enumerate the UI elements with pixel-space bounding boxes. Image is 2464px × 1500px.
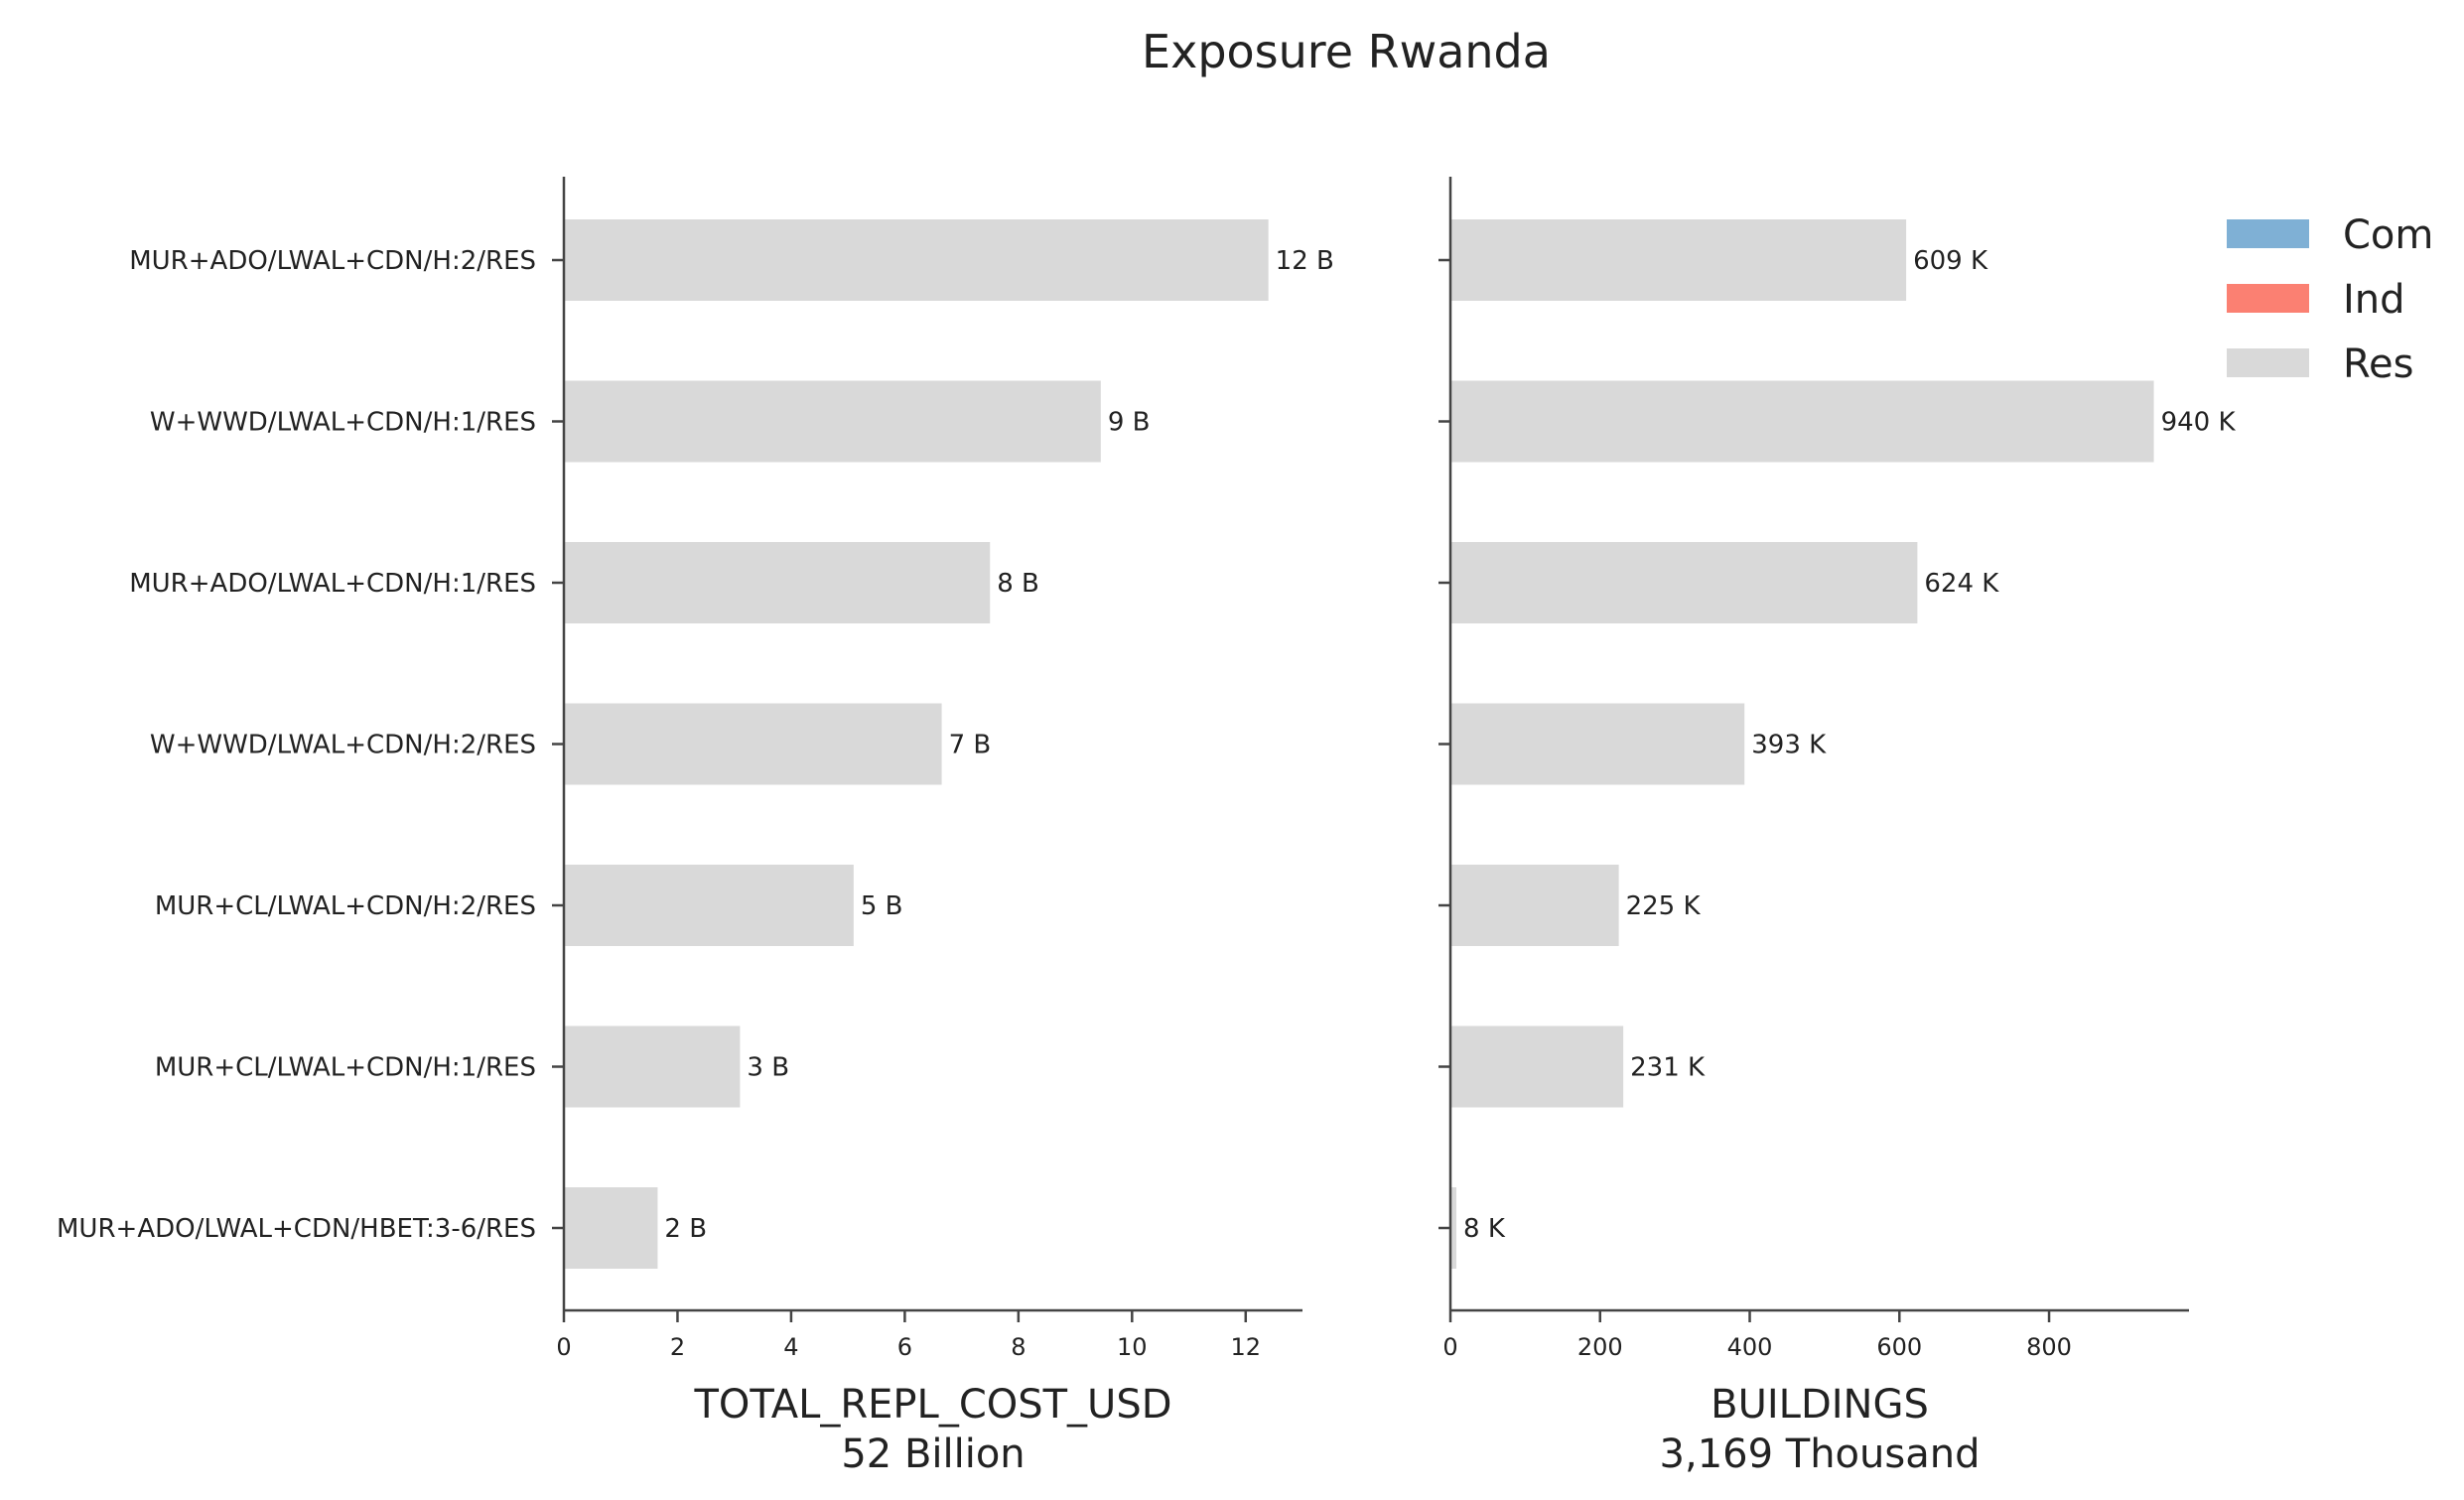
legend-swatch-ind [2227,284,2309,313]
buildings-bar-1 [1450,219,1907,301]
buildings-bar-5 [1450,865,1619,946]
legend-label-res: Res [2343,341,2413,387]
cost-x-axis-title: TOTAL_REPL_COST_USD [693,1382,1171,1428]
buildings-data-label-4: 393 K [1751,731,1827,760]
cost-bar-3 [564,542,991,623]
legend: Com Ind Res [2227,212,2433,387]
buildings-data-label-5: 225 K [1626,891,1702,921]
buildings-x-axis-title: BUILDINGS [1711,1382,1929,1428]
legend-swatch-res [2227,348,2309,377]
cost-x-tick-label-1: 2 [670,1333,685,1361]
cost-x-tick-label-6: 12 [1230,1333,1261,1361]
buildings-data-label-6: 231 K [1630,1053,1706,1083]
category-label-1: MUR+ADO/LWAL+CDN/H:2/RES [129,246,536,276]
legend-label-ind: Ind [2343,277,2405,323]
cost-bar-6 [564,1025,741,1108]
cost-panel: 12 B MUR+ADO/LWAL+CDN/H:2/RES 9 B W+WWD/LWA… [57,177,1334,1477]
cost-data-label-6: 3 B [747,1053,789,1083]
buildings-data-label-7: 8 K [1463,1214,1506,1244]
buildings-x-tick-label-1: 200 [1577,1333,1623,1361]
buildings-bar-4 [1450,703,1745,785]
cost-bar-2 [564,380,1101,463]
category-label-5: MUR+CL/LWAL+CDN/H:2/RES [155,891,536,921]
buildings-bar-6 [1450,1025,1624,1108]
legend-swatch-com [2227,219,2309,248]
chart-panels: 12 B MUR+ADO/LWAL+CDN/H:2/RES 9 B W+WWD/LWA… [57,177,2236,1477]
cost-x-tick-label-4: 8 [1011,1333,1026,1361]
cost-x-axis-subtitle: 52 Billion [841,1432,1025,1477]
cost-x-tick-label-2: 4 [783,1333,798,1361]
cost-data-label-2: 9 B [1108,408,1151,438]
cost-x-tick-label-0: 0 [556,1333,571,1361]
buildings-data-label-3: 624 K [1924,569,1999,599]
buildings-data-label-2: 940 K [2161,408,2237,438]
buildings-bar-7 [1450,1187,1457,1269]
buildings-data-label-1: 609 K [1913,246,1988,276]
category-label-4: W+WWD/LWAL+CDN/H:2/RES [150,731,536,760]
cost-bar-1 [564,219,1269,301]
cost-data-label-7: 2 B [664,1214,707,1244]
buildings-bar-3 [1450,542,1918,623]
category-label-7: MUR+ADO/LWAL+CDN/HBET:3-6/RES [57,1214,536,1244]
cost-x-tick-label-5: 10 [1117,1333,1148,1361]
buildings-panel: 609 K 940 K 624 K 393 K 225 K 231 K 8 K 0 200 400… [1438,177,2236,1477]
cost-bar-7 [564,1187,658,1269]
legend-label-com: Com [2343,212,2433,258]
buildings-x-axis-subtitle: 3,169 Thousand [1660,1432,1981,1477]
cost-data-label-4: 7 B [949,731,992,760]
cost-data-label-3: 8 B [997,569,1039,599]
category-label-3: MUR+ADO/LWAL+CDN/H:1/RES [129,569,536,599]
chart-title: Exposure Rwanda [1142,25,1551,78]
buildings-bar-2 [1450,380,2154,463]
buildings-x-tick-label-0: 0 [1442,1333,1457,1361]
buildings-x-tick-label-2: 400 [1727,1333,1773,1361]
cost-x-tick-label-3: 6 [897,1333,912,1361]
buildings-x-tick-label-4: 800 [2026,1333,2072,1361]
cost-bar-5 [564,865,854,946]
category-label-2: W+WWD/LWAL+CDN/H:1/RES [150,408,536,438]
buildings-x-tick-label-3: 600 [1876,1333,1922,1361]
cost-data-label-5: 5 B [861,891,903,921]
category-label-6: MUR+CL/LWAL+CDN/H:1/RES [155,1053,536,1083]
cost-data-label-1: 12 B [1276,246,1334,276]
cost-bar-4 [564,703,942,785]
